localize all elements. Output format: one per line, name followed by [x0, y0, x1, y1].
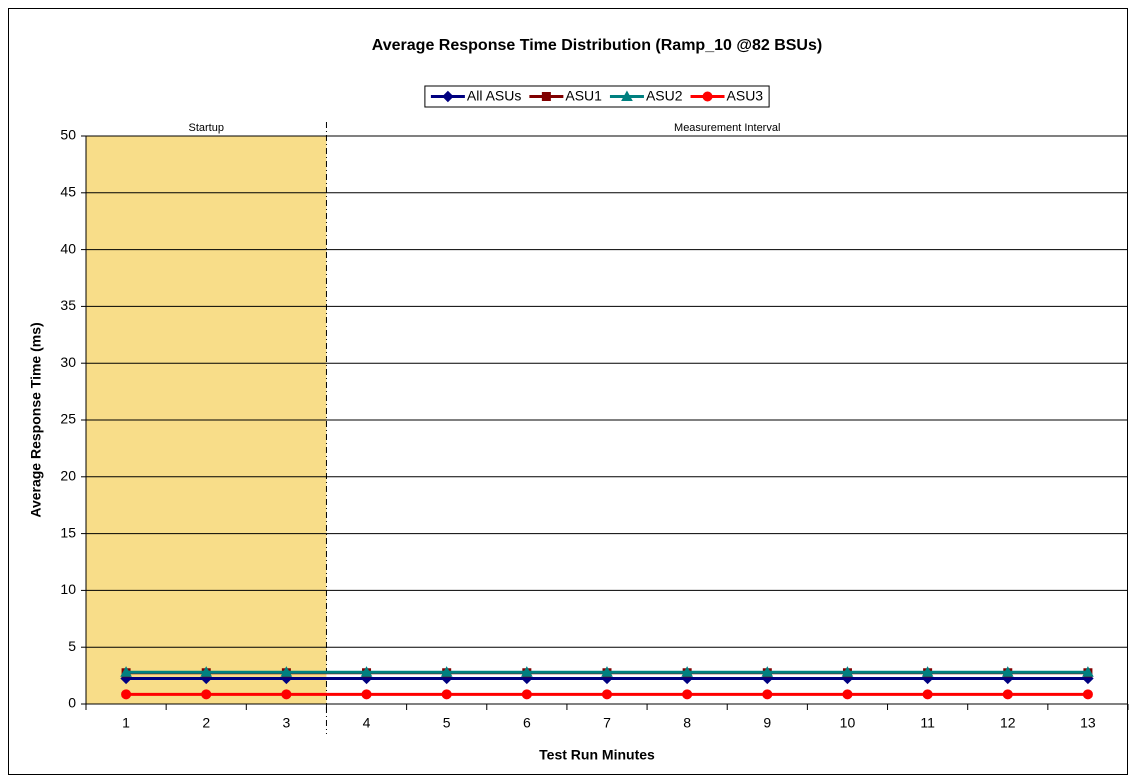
marker	[120, 666, 132, 677]
marker	[922, 689, 933, 700]
marker	[702, 91, 713, 102]
legend-label: ASU2	[646, 88, 683, 104]
y-tick-label: 15	[60, 524, 76, 540]
marker	[280, 666, 293, 677]
legend: All ASUs ASU1 ASU2 ASU3	[424, 85, 770, 108]
marker	[121, 689, 132, 700]
y-tick-label: 5	[68, 638, 76, 654]
chart-title: Average Response Time Distribution (Ramp…	[372, 37, 822, 54]
y-tick-label: 25	[60, 411, 76, 427]
y-tick-label: 40	[60, 240, 76, 256]
x-tick-label: 9	[763, 715, 771, 731]
region-label: Startup	[188, 122, 223, 134]
marker	[841, 666, 854, 677]
marker	[762, 689, 773, 700]
marker	[1082, 689, 1093, 700]
y-tick-label: 0	[68, 695, 76, 711]
marker	[201, 689, 212, 700]
y-tick-label: 45	[60, 184, 76, 200]
x-tick-label: 5	[443, 715, 451, 731]
x-tick-label: 2	[202, 715, 210, 731]
marker	[440, 666, 453, 677]
x-tick-label: 7	[603, 715, 611, 731]
marker	[1082, 666, 1094, 677]
x-axis-title: Test Run Minutes	[539, 747, 655, 763]
y-tick-label: 30	[60, 354, 76, 370]
marker	[442, 90, 454, 103]
x-tick-label: 11	[920, 715, 935, 731]
marker	[601, 666, 613, 677]
marker	[921, 666, 934, 677]
y-tick-label: 10	[60, 581, 76, 597]
legend-box	[424, 85, 770, 108]
marker	[761, 666, 774, 677]
marker	[1002, 689, 1013, 700]
marker	[361, 689, 372, 700]
x-tick-label: 12	[1000, 715, 1016, 731]
x-tick-label: 6	[523, 715, 531, 731]
y-tick-label: 50	[60, 127, 76, 143]
legend-label: All ASUs	[467, 88, 521, 104]
x-tick-label: 10	[840, 715, 856, 731]
x-tick-label: 1	[122, 715, 130, 731]
marker	[200, 666, 213, 677]
legend-label: ASU3	[727, 88, 764, 104]
x-tick-label: 4	[363, 715, 371, 731]
y-tick-label: 20	[60, 468, 76, 484]
marker	[682, 689, 693, 700]
marker	[521, 689, 532, 700]
x-tick-label: 3	[282, 715, 290, 731]
marker	[360, 666, 373, 677]
y-axis-title: Average Response Time (ms)	[28, 322, 44, 517]
marker	[1001, 666, 1014, 677]
marker	[520, 666, 533, 677]
marker	[541, 92, 551, 101]
marker	[602, 689, 612, 700]
x-tick-label: 8	[683, 715, 691, 731]
marker	[842, 689, 853, 700]
marker	[621, 90, 633, 101]
marker	[441, 689, 452, 700]
x-tick-label: 13	[1080, 715, 1096, 731]
marker	[281, 689, 292, 700]
legend-label: ASU1	[565, 88, 602, 104]
marker	[681, 666, 694, 677]
region-label: Measurement Interval	[674, 122, 780, 134]
y-tick-label: 35	[60, 297, 76, 313]
